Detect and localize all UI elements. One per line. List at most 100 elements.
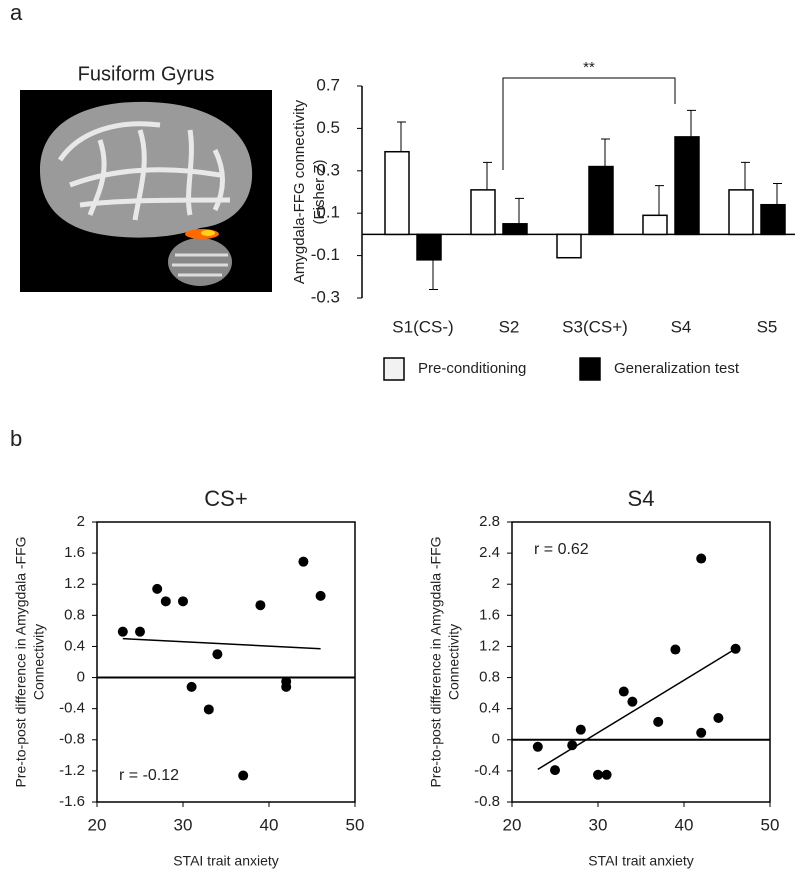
y-tick-label: 2.8 (479, 513, 500, 530)
y-tick-label: 0.7 (316, 75, 340, 94)
panel-label: a (10, 0, 23, 25)
annotation: r = 0.62 (534, 541, 589, 558)
x-tick-label: S1(CS-) (392, 317, 453, 336)
x-tick-label: 40 (260, 815, 279, 834)
x-axis-label: STAI trait anxiety (173, 853, 279, 869)
bar (470, 189, 496, 236)
y-tick-label: 0.4 (64, 637, 85, 654)
chart-title: S4 (628, 486, 655, 511)
y-tick-label: -0.8 (474, 793, 500, 810)
point (730, 643, 741, 654)
y-tick-label: 0.1 (316, 203, 340, 222)
point (203, 704, 214, 715)
brain-image (20, 90, 272, 292)
x-tick-label: 50 (761, 815, 780, 834)
error-bar (515, 197, 524, 224)
bar (416, 233, 442, 261)
error-bar (655, 185, 664, 216)
y-tick-label: -0.3 (311, 287, 340, 306)
x-tick-label: 30 (589, 815, 608, 834)
bar (674, 136, 700, 236)
bar (556, 233, 582, 259)
point (238, 770, 249, 781)
image-title: Fusiform Gyrus (78, 63, 215, 85)
bar (502, 223, 528, 236)
x-tick-label: S5 (757, 317, 778, 336)
point (627, 696, 638, 707)
error-bar (601, 138, 610, 167)
error-bar (483, 161, 492, 190)
y-axis-label: Connectivity (446, 624, 462, 700)
point (653, 716, 664, 727)
y-axis-label: (Fisher Z) (311, 160, 328, 225)
point (315, 590, 326, 601)
y-tick-label: 2.4 (479, 544, 500, 561)
point (178, 596, 188, 607)
x-axis-label: STAI trait anxiety (588, 853, 694, 869)
bar (642, 214, 668, 236)
x-tick-label: S4 (671, 317, 692, 336)
legend-label: Generalization test (614, 360, 740, 377)
x-tick-label: 40 (675, 815, 694, 834)
point (575, 724, 586, 735)
y-tick-label: 1.6 (64, 544, 85, 561)
bar (728, 189, 754, 236)
point (601, 769, 612, 780)
x-tick-label: 30 (174, 815, 193, 834)
x-tick-label: S3(CS+) (562, 317, 628, 336)
y-axis-label: Connectivity (31, 624, 47, 700)
y-tick-label: -0.8 (59, 731, 85, 748)
point (298, 556, 309, 567)
point (212, 649, 223, 660)
y-tick-label: -0.1 (311, 245, 340, 264)
error-bar (429, 259, 438, 291)
y-tick-label: -1.6 (59, 793, 85, 810)
fit-line (537, 648, 736, 770)
legend-label: Pre-conditioning (418, 360, 526, 377)
point (567, 740, 578, 751)
point (255, 600, 266, 611)
legend-swatch (579, 357, 601, 381)
significance-bracket (502, 77, 676, 170)
y-tick-label: 0.5 (316, 118, 340, 137)
point (281, 681, 292, 692)
point (160, 596, 171, 607)
point (152, 583, 163, 594)
y-tick-label: 0.4 (479, 700, 500, 717)
error-bar (773, 183, 782, 205)
y-axis-label: Pre-to-post difference in Amygdala -FFG (13, 536, 29, 787)
bar (588, 165, 614, 236)
y-tick-label: 1.2 (64, 575, 85, 592)
legend-swatch (383, 357, 405, 381)
y-axis-label: Pre-to-post difference in Amygdala -FFG (428, 536, 444, 787)
y-tick-label: 0.3 (316, 160, 340, 179)
point (117, 626, 128, 637)
point (135, 626, 145, 637)
panel-label: b (10, 426, 22, 451)
error-bar (687, 109, 696, 137)
point (670, 644, 681, 655)
plot-frame (96, 521, 356, 803)
error-bar (397, 121, 406, 152)
error-bar (741, 161, 750, 190)
point (186, 681, 197, 692)
point (532, 741, 543, 752)
y-tick-label: 1.6 (479, 606, 500, 623)
y-tick-label: -0.4 (474, 762, 500, 779)
y-tick-label: -0.4 (59, 700, 85, 717)
plot-frame (511, 521, 771, 803)
point (696, 727, 707, 738)
significance-label: ** (583, 59, 595, 76)
x-tick-label: 50 (346, 815, 365, 834)
x-tick-label: 20 (503, 815, 522, 834)
y-tick-label: 0.8 (479, 669, 500, 686)
x-tick-label: S2 (499, 317, 520, 336)
y-tick-label: 2 (492, 575, 500, 592)
y-axis-label: Amygdala-FFG connectivity (291, 99, 308, 284)
x-tick-label: 20 (88, 815, 107, 834)
y-tick-label: 0 (77, 669, 85, 686)
point (618, 686, 629, 697)
chart-title: CS+ (204, 486, 247, 511)
bar (384, 150, 410, 236)
